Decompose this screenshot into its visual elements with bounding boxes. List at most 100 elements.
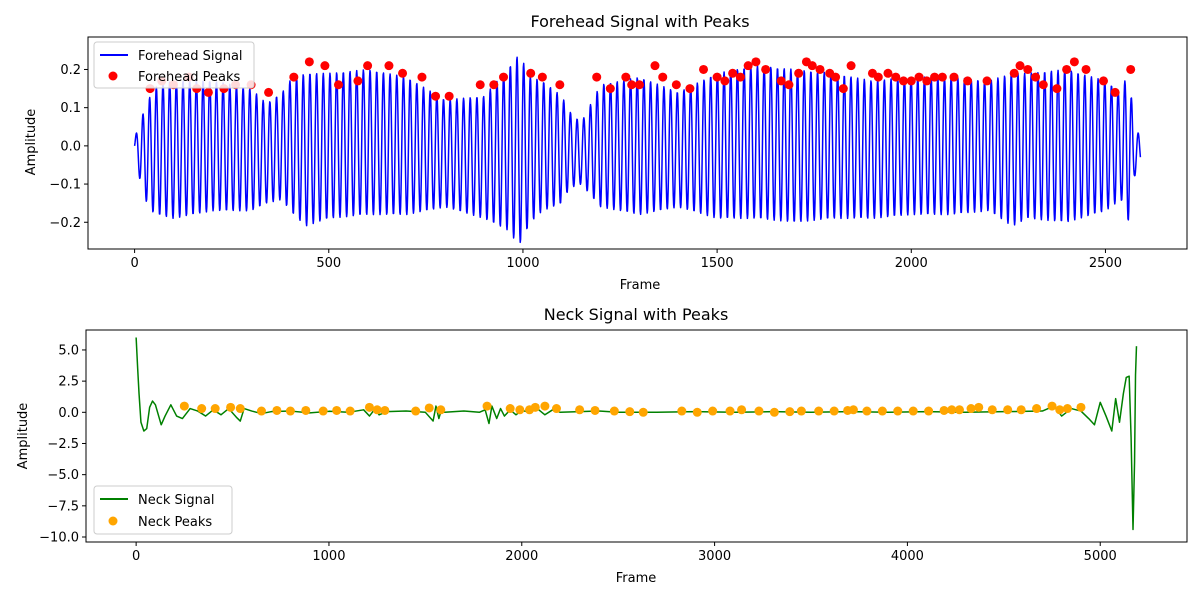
neck-peak-point <box>966 404 976 414</box>
forehead-peak-point <box>807 61 817 71</box>
forehead-peak-point <box>891 72 901 82</box>
forehead-peak-point <box>720 76 730 86</box>
forehead-peak-point <box>605 84 615 94</box>
neck-y-tick-label: −7.5 <box>47 499 79 514</box>
neck-peak-point <box>987 405 997 415</box>
forehead-plot-frame <box>87 36 1188 250</box>
neck-x-tick-label: 1000 <box>312 549 345 564</box>
forehead-peak-point <box>264 87 274 97</box>
forehead-x-tick-label: 0 <box>130 256 138 271</box>
neck-peak-point <box>411 406 421 416</box>
forehead-y-tick-label: 0.2 <box>60 63 81 78</box>
neck-peak-point <box>609 406 619 416</box>
neck-peak-point <box>625 407 635 417</box>
neck-peak-point <box>505 404 515 414</box>
neck-peak-point <box>235 404 245 414</box>
forehead-peak-point <box>650 61 660 71</box>
neck-legend-peak-swatch <box>108 516 118 526</box>
forehead-peak-point <box>712 72 722 82</box>
neck-peak-point <box>540 401 550 411</box>
neck-peak-point <box>947 405 957 415</box>
forehead-peak-point <box>949 72 959 82</box>
neck-peak-point <box>848 405 858 415</box>
neck-x-tick-label: 2000 <box>505 549 538 564</box>
forehead-y-tick-label: 0.0 <box>60 139 81 154</box>
neck-y-tick-label: 5.0 <box>58 343 79 358</box>
neck-peak-point <box>862 406 872 416</box>
forehead-peak-point <box>398 68 408 78</box>
forehead-x-tick-label: 2000 <box>895 256 928 271</box>
forehead-peak-point <box>776 76 786 86</box>
forehead-peak-point <box>431 91 441 101</box>
neck-y-tick-label: −10.0 <box>39 531 79 546</box>
forehead-peak-point <box>1099 76 1109 86</box>
forehead-peak-point <box>831 72 841 82</box>
forehead-peak-point <box>906 76 916 86</box>
neck-legend-signal-label: Neck Signal <box>138 493 214 508</box>
forehead-peak-point <box>883 68 893 78</box>
neck-peak-point <box>1016 405 1026 415</box>
neck-peak-point <box>677 406 687 416</box>
neck-peak-point <box>692 407 702 417</box>
neck-peak-point <box>1047 401 1057 411</box>
forehead-peak-point <box>735 72 745 82</box>
forehead-peak-point <box>743 61 753 71</box>
neck-peak-point <box>226 402 236 412</box>
neck-peak-point <box>939 405 949 415</box>
neck-peak-point <box>1055 405 1065 415</box>
forehead-peak-point <box>963 76 973 86</box>
neck-peak-point <box>737 405 747 415</box>
neck-peak-point <box>769 407 779 417</box>
neck-peak-point <box>924 406 934 416</box>
neck-peak-point <box>301 405 311 415</box>
forehead-y-tick-label: 0.1 <box>60 101 81 116</box>
neck-peak-point <box>754 406 764 416</box>
forehead-peak-point <box>621 72 631 82</box>
neck-y-tick-label: −2.5 <box>47 437 79 452</box>
forehead-peak-point <box>627 80 637 90</box>
neck-chart-title: Neck Signal with Peaks <box>544 305 729 324</box>
forehead-peak-point <box>384 61 394 71</box>
neck-peak-point <box>954 405 964 415</box>
forehead-legend: Forehead Signal Forehead Peaks <box>93 41 255 89</box>
forehead-peak-point <box>526 68 536 78</box>
forehead-peak-point <box>914 72 924 82</box>
forehead-peak-point <box>475 80 485 90</box>
forehead-peak-point <box>363 61 373 71</box>
forehead-peak-point <box>537 72 547 82</box>
neck-peak-point <box>974 402 984 412</box>
forehead-peak-point <box>751 57 761 67</box>
forehead-peak-point <box>1110 87 1120 97</box>
forehead-peak-point <box>634 80 644 90</box>
neck-peak-point <box>364 402 374 412</box>
forehead-peak-point <box>1081 64 1091 74</box>
forehead-peak-point <box>333 80 343 90</box>
forehead-peak-point <box>761 64 771 74</box>
forehead-peak-point <box>846 61 856 71</box>
forehead-peak-point <box>1009 68 1019 78</box>
neck-peak-point <box>530 402 540 412</box>
forehead-peak-point <box>873 72 883 82</box>
neck-peak-point <box>285 406 295 416</box>
neck-peak-point <box>908 406 918 416</box>
neck-x-tick-label: 4000 <box>891 549 924 564</box>
forehead-peak-point <box>203 87 213 97</box>
forehead-peak-point <box>289 72 299 82</box>
neck-peak-point <box>814 406 824 416</box>
forehead-legend-peaks-label: Forehead Peaks <box>138 70 240 85</box>
neck-x-tick-label: 3000 <box>698 549 731 564</box>
neck-peak-point <box>725 406 735 416</box>
neck-peak-point <box>197 404 207 414</box>
neck-peak-point <box>1032 404 1042 414</box>
forehead-peak-point <box>685 84 695 94</box>
neck-peak-point <box>829 406 839 416</box>
neck-peak-point <box>1062 404 1072 414</box>
neck-chart: Neck Signal with Peaks Frame Amplitude 0… <box>16 305 1188 586</box>
forehead-x-tick-label: 1500 <box>701 256 734 271</box>
neck-peak-point <box>210 404 220 414</box>
neck-peak-point <box>708 406 718 416</box>
forehead-x-axis-label: Frame <box>620 278 661 293</box>
forehead-chart-title: Forehead Signal with Peaks <box>530 12 749 31</box>
forehead-peak-point <box>794 68 804 78</box>
forehead-peak-point <box>320 61 330 71</box>
